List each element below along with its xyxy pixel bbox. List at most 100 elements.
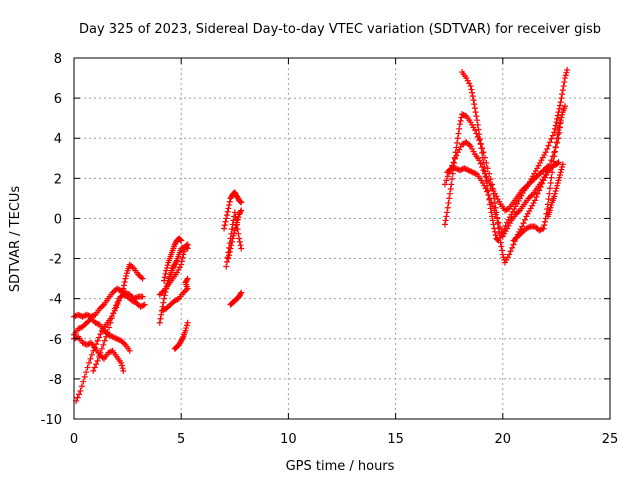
data-point	[235, 214, 242, 221]
data-point	[78, 383, 85, 390]
data-point	[552, 122, 559, 129]
y-tick-label: -2	[49, 253, 62, 268]
x-axis-label: GPS time / hours	[286, 459, 395, 474]
data-point	[87, 355, 94, 362]
data-point	[457, 117, 464, 124]
data-point	[506, 251, 513, 258]
data-point	[476, 157, 483, 164]
plot-frame	[73, 57, 611, 420]
data-point	[485, 192, 492, 199]
data-point	[553, 139, 560, 146]
data-point	[161, 292, 168, 299]
data-point	[236, 235, 243, 242]
data-point	[559, 111, 566, 118]
data-point	[551, 129, 558, 136]
data-point	[72, 313, 79, 320]
x-tick-label: 25	[602, 432, 619, 447]
data-point	[231, 209, 238, 216]
data-point	[72, 335, 79, 342]
data-point	[556, 105, 563, 112]
data-point	[487, 176, 494, 183]
data-point	[456, 125, 463, 132]
data-point	[484, 187, 491, 194]
data-point	[236, 238, 243, 245]
data-point	[139, 293, 146, 300]
data-point	[226, 202, 233, 209]
data-point	[100, 341, 107, 348]
data-point	[470, 97, 477, 104]
data-point	[114, 299, 121, 306]
series-arc-13	[225, 207, 245, 262]
data-point	[157, 315, 164, 322]
data-point	[481, 163, 488, 170]
data-point	[449, 162, 456, 169]
data-point	[179, 335, 186, 342]
data-point	[476, 135, 483, 142]
data-point	[104, 329, 111, 336]
data-point	[85, 341, 92, 348]
data-point	[484, 188, 491, 195]
grid	[74, 58, 610, 419]
data-point	[494, 215, 501, 222]
data-point	[122, 275, 129, 282]
data-point	[475, 126, 482, 133]
data-point	[451, 155, 458, 162]
data-point	[223, 212, 230, 219]
data-point	[444, 173, 451, 180]
data-point	[491, 225, 498, 232]
y-tick-label: -10	[41, 413, 62, 428]
data-point	[548, 202, 555, 209]
data-point	[446, 195, 453, 202]
data-point	[447, 186, 454, 193]
data-point	[545, 196, 552, 203]
data-point	[161, 277, 168, 284]
data-point	[121, 282, 128, 289]
data-point	[533, 194, 540, 201]
data-point	[499, 229, 506, 236]
data-point	[237, 198, 244, 205]
data-point	[441, 181, 448, 188]
data-point	[557, 99, 564, 106]
y-tick-label: 0	[54, 212, 62, 227]
x-tick-label: 15	[387, 432, 404, 447]
data-point	[231, 227, 238, 234]
data-point	[449, 176, 456, 183]
data-point	[544, 206, 551, 213]
data-point	[491, 228, 498, 235]
data-point	[93, 361, 100, 368]
data-point	[163, 264, 170, 271]
data-point	[491, 200, 498, 207]
data-point	[446, 190, 453, 197]
data-point	[161, 274, 168, 281]
data-point	[503, 206, 510, 213]
data-point	[119, 365, 126, 372]
data-point	[531, 197, 538, 204]
data-point	[227, 245, 234, 252]
data-point	[561, 79, 568, 86]
data-point	[555, 159, 562, 166]
data-point	[555, 127, 562, 134]
data-point	[237, 290, 244, 297]
series-arc-10	[171, 319, 191, 352]
data-point	[469, 93, 476, 100]
data-point	[108, 315, 115, 322]
data-point	[551, 190, 558, 197]
data-point	[496, 224, 503, 231]
data-point	[552, 188, 559, 195]
data-point	[123, 270, 130, 277]
data-point	[548, 135, 555, 142]
data-point	[473, 130, 480, 137]
data-point	[544, 201, 551, 208]
data-point	[449, 170, 456, 177]
series-arc-18	[459, 67, 571, 244]
data-point	[178, 261, 185, 268]
data-point	[564, 67, 571, 74]
data-point	[554, 180, 561, 187]
data-point	[173, 258, 180, 265]
data-point	[476, 131, 483, 138]
data-point	[83, 369, 90, 376]
data-point	[229, 235, 236, 242]
data-point	[509, 244, 516, 251]
data-point	[221, 222, 228, 229]
data-point	[474, 117, 481, 124]
